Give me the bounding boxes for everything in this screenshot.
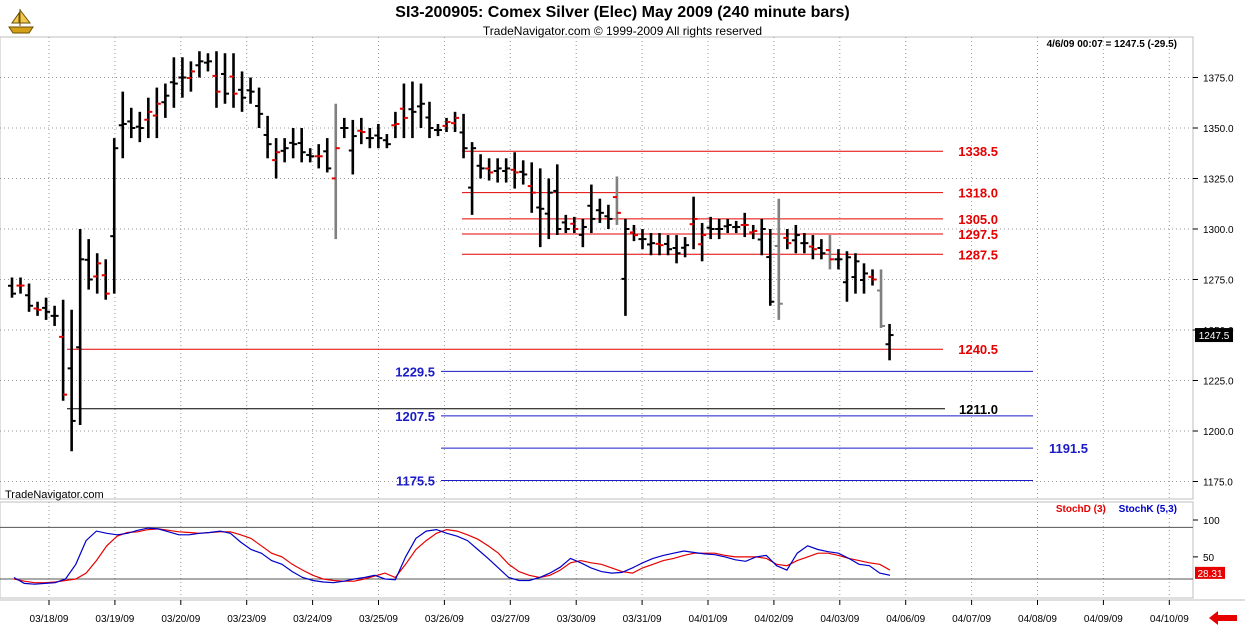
level-label: 1240.5 — [958, 342, 998, 357]
date-tick-label: 03/31/09 — [623, 614, 662, 625]
level-label: 1318.0 — [958, 186, 998, 201]
date-tick-label: 04/01/09 — [689, 614, 728, 625]
price-panel-frame — [0, 36, 1194, 500]
level-label: 1211.0 — [959, 402, 998, 417]
date-tick-label: 04/02/09 — [754, 614, 793, 625]
stochk-line — [13, 527, 891, 585]
last-price-readout: 4/6/09 00:07 = 1247.5 (-29.5) — [1046, 39, 1177, 50]
chart-subtitle: TradeNavigator.com © 1999-2009 All right… — [482, 24, 763, 38]
date-tick-label: 03/23/09 — [227, 614, 266, 625]
red-left-arrow-icon[interactable] — [1208, 610, 1238, 626]
date-tick-label: 03/20/09 — [161, 614, 200, 625]
panel-frames — [0, 36, 1245, 601]
price-tick-label: 1375.0 — [1203, 74, 1234, 85]
stoch-last-marker — [1195, 566, 1225, 579]
price-bars — [8, 51, 894, 452]
indicator-legend: StochD (3) StochK (5,3) — [1056, 504, 1177, 515]
date-tick-label: 04/10/09 — [1150, 614, 1189, 625]
price-tick-label: 1350.0 — [1203, 124, 1234, 135]
level-label: 1297.5 — [958, 227, 998, 242]
price-tick-label: 1200.0 — [1203, 427, 1234, 438]
date-tick-label: 03/30/09 — [557, 614, 596, 625]
last-price-marker — [1195, 328, 1233, 343]
date-tick-label: 03/24/09 — [293, 614, 332, 625]
gridlines — [0, 37, 1193, 598]
level-label: 1175.5 — [396, 473, 435, 488]
stoch-last-label: 28.31 — [1197, 569, 1222, 580]
legend-stochd: StochD (3) — [1055, 504, 1106, 515]
stoch-tick-label: 50 — [1203, 553, 1215, 564]
price-tick-label: 1300.0 — [1203, 225, 1234, 236]
price-tick-label: 1325.0 — [1203, 175, 1234, 186]
date-tick-label: 03/18/09 — [30, 614, 69, 625]
chart-title: SI3-200905: Comex Silver (Elec) May 2009… — [395, 4, 850, 21]
stochd-line — [13, 528, 891, 584]
level-label: 1287.5 — [958, 247, 998, 262]
date-tick-label: 03/25/09 — [359, 614, 398, 625]
level-label: 1229.5 — [395, 364, 435, 379]
watermark: TradeNavigator.com — [5, 489, 104, 501]
price-tick-label: 1175.0 — [1203, 478, 1233, 489]
level-label: 1305.0 — [958, 212, 998, 227]
date-tick-label: 03/26/09 — [425, 614, 464, 625]
price-tick-label: 1225.0 — [1203, 377, 1234, 388]
date-tick-label: 04/08/09 — [1018, 614, 1057, 625]
stochastic-panel: 100 50 28.31 — [0, 516, 1225, 585]
level-label: 1191.5 — [1049, 441, 1088, 456]
stoch-panel-frame — [0, 501, 1194, 599]
date-tick-label: 03/19/09 — [95, 614, 134, 625]
stoch-tick-label: 100 — [1203, 516, 1220, 527]
date-tick-label: 04/06/09 — [886, 614, 925, 625]
date-tick-label: 04/07/09 — [952, 614, 991, 625]
date-tick-label: 03/27/09 — [491, 614, 530, 625]
ship-logo-icon[interactable] — [5, 5, 37, 37]
last-price-label: 1247.5 — [1199, 331, 1230, 342]
price-tick-label: 1275.0 — [1203, 276, 1234, 287]
price-axis: 1175.01200.01225.01250.01275.01300.01325… — [1193, 74, 1234, 489]
level-label: 1338.5 — [958, 144, 998, 159]
date-tick-label: 04/03/09 — [820, 614, 859, 625]
level-label: 1207.5 — [395, 409, 435, 424]
legend-stochk: StochK (5,3) — [1118, 504, 1177, 515]
date-axis: 03/18/09 03/19/09 03/20/09 03/23/09 03/24/09… — [30, 600, 1189, 625]
date-tick-label: 04/09/09 — [1084, 614, 1123, 625]
